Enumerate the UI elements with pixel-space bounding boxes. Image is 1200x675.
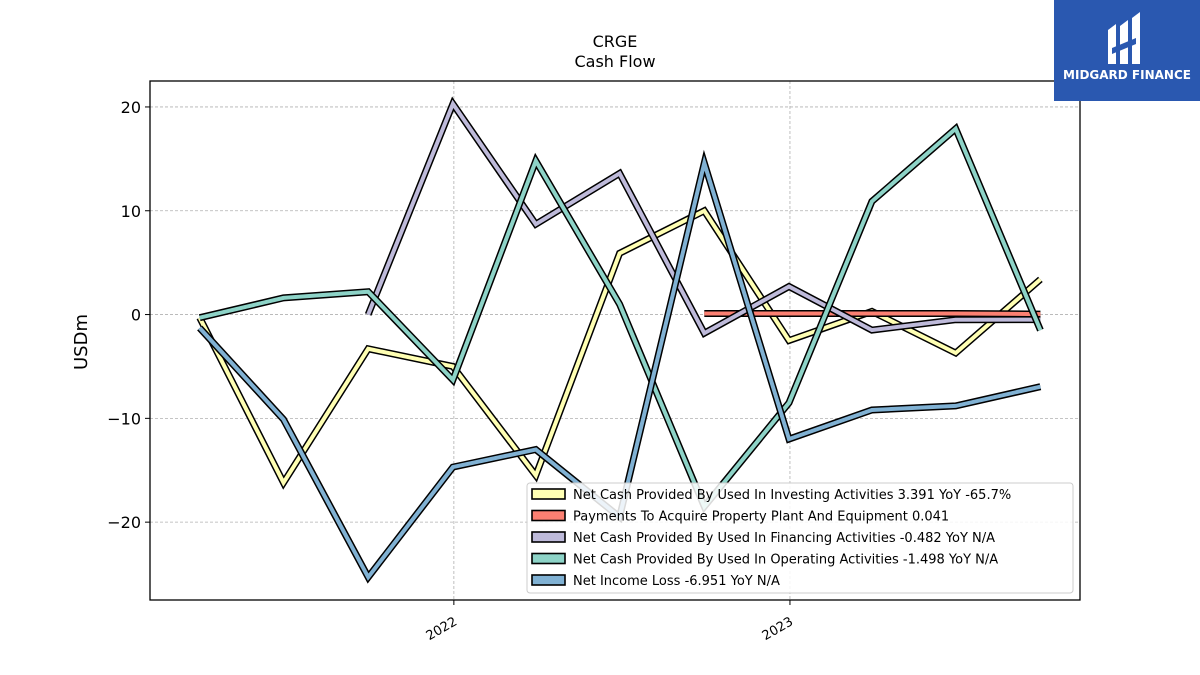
chart-subtitle: Cash Flow <box>574 52 655 71</box>
legend-entry: Net Cash Provided By Used In Operating A… <box>573 553 998 568</box>
legend-box <box>526 482 1074 594</box>
series-lines <box>196 96 1044 584</box>
y-tick-label: −10 <box>107 409 141 428</box>
series-line <box>704 311 1041 317</box>
y-tick-label: 10 <box>121 202 141 221</box>
legend-swatch <box>531 574 566 586</box>
y-tick-label: 0 <box>131 306 141 325</box>
logo-text: MIDGARD FINANCE <box>1063 68 1191 82</box>
legend-swatch <box>531 552 566 565</box>
chart-title: CRGE <box>593 32 638 51</box>
series-2 <box>704 310 1041 318</box>
series-4 <box>198 122 1044 514</box>
legend-swatch <box>531 509 566 522</box>
plot-frame <box>149 80 1081 601</box>
y-tick-label: 20 <box>121 98 141 117</box>
legend-entry: Net Cash Provided By Used In Investing A… <box>573 488 1011 503</box>
midgard-mark-icon <box>1108 12 1140 64</box>
legend-swatch <box>531 488 566 500</box>
series-3 <box>364 96 1041 338</box>
legend-entry: Payments To Acquire Property Plant And E… <box>573 510 949 525</box>
grid <box>150 81 1080 600</box>
legend-swatch <box>531 531 566 543</box>
y-tick-label: −20 <box>107 513 141 532</box>
series-line <box>199 125 1043 511</box>
y-axis-label: USDm <box>71 314 92 370</box>
midgard-finance-logo: MIDGARD FINANCE <box>1054 0 1200 101</box>
legend-entry: Net Income Loss -6.951 YoY N/A <box>573 574 780 589</box>
legend-entry: Net Cash Provided By Used In Financing A… <box>573 531 995 546</box>
legend: Net Cash Provided By Used In Investing A… <box>526 482 1074 594</box>
series-line <box>366 99 1041 336</box>
